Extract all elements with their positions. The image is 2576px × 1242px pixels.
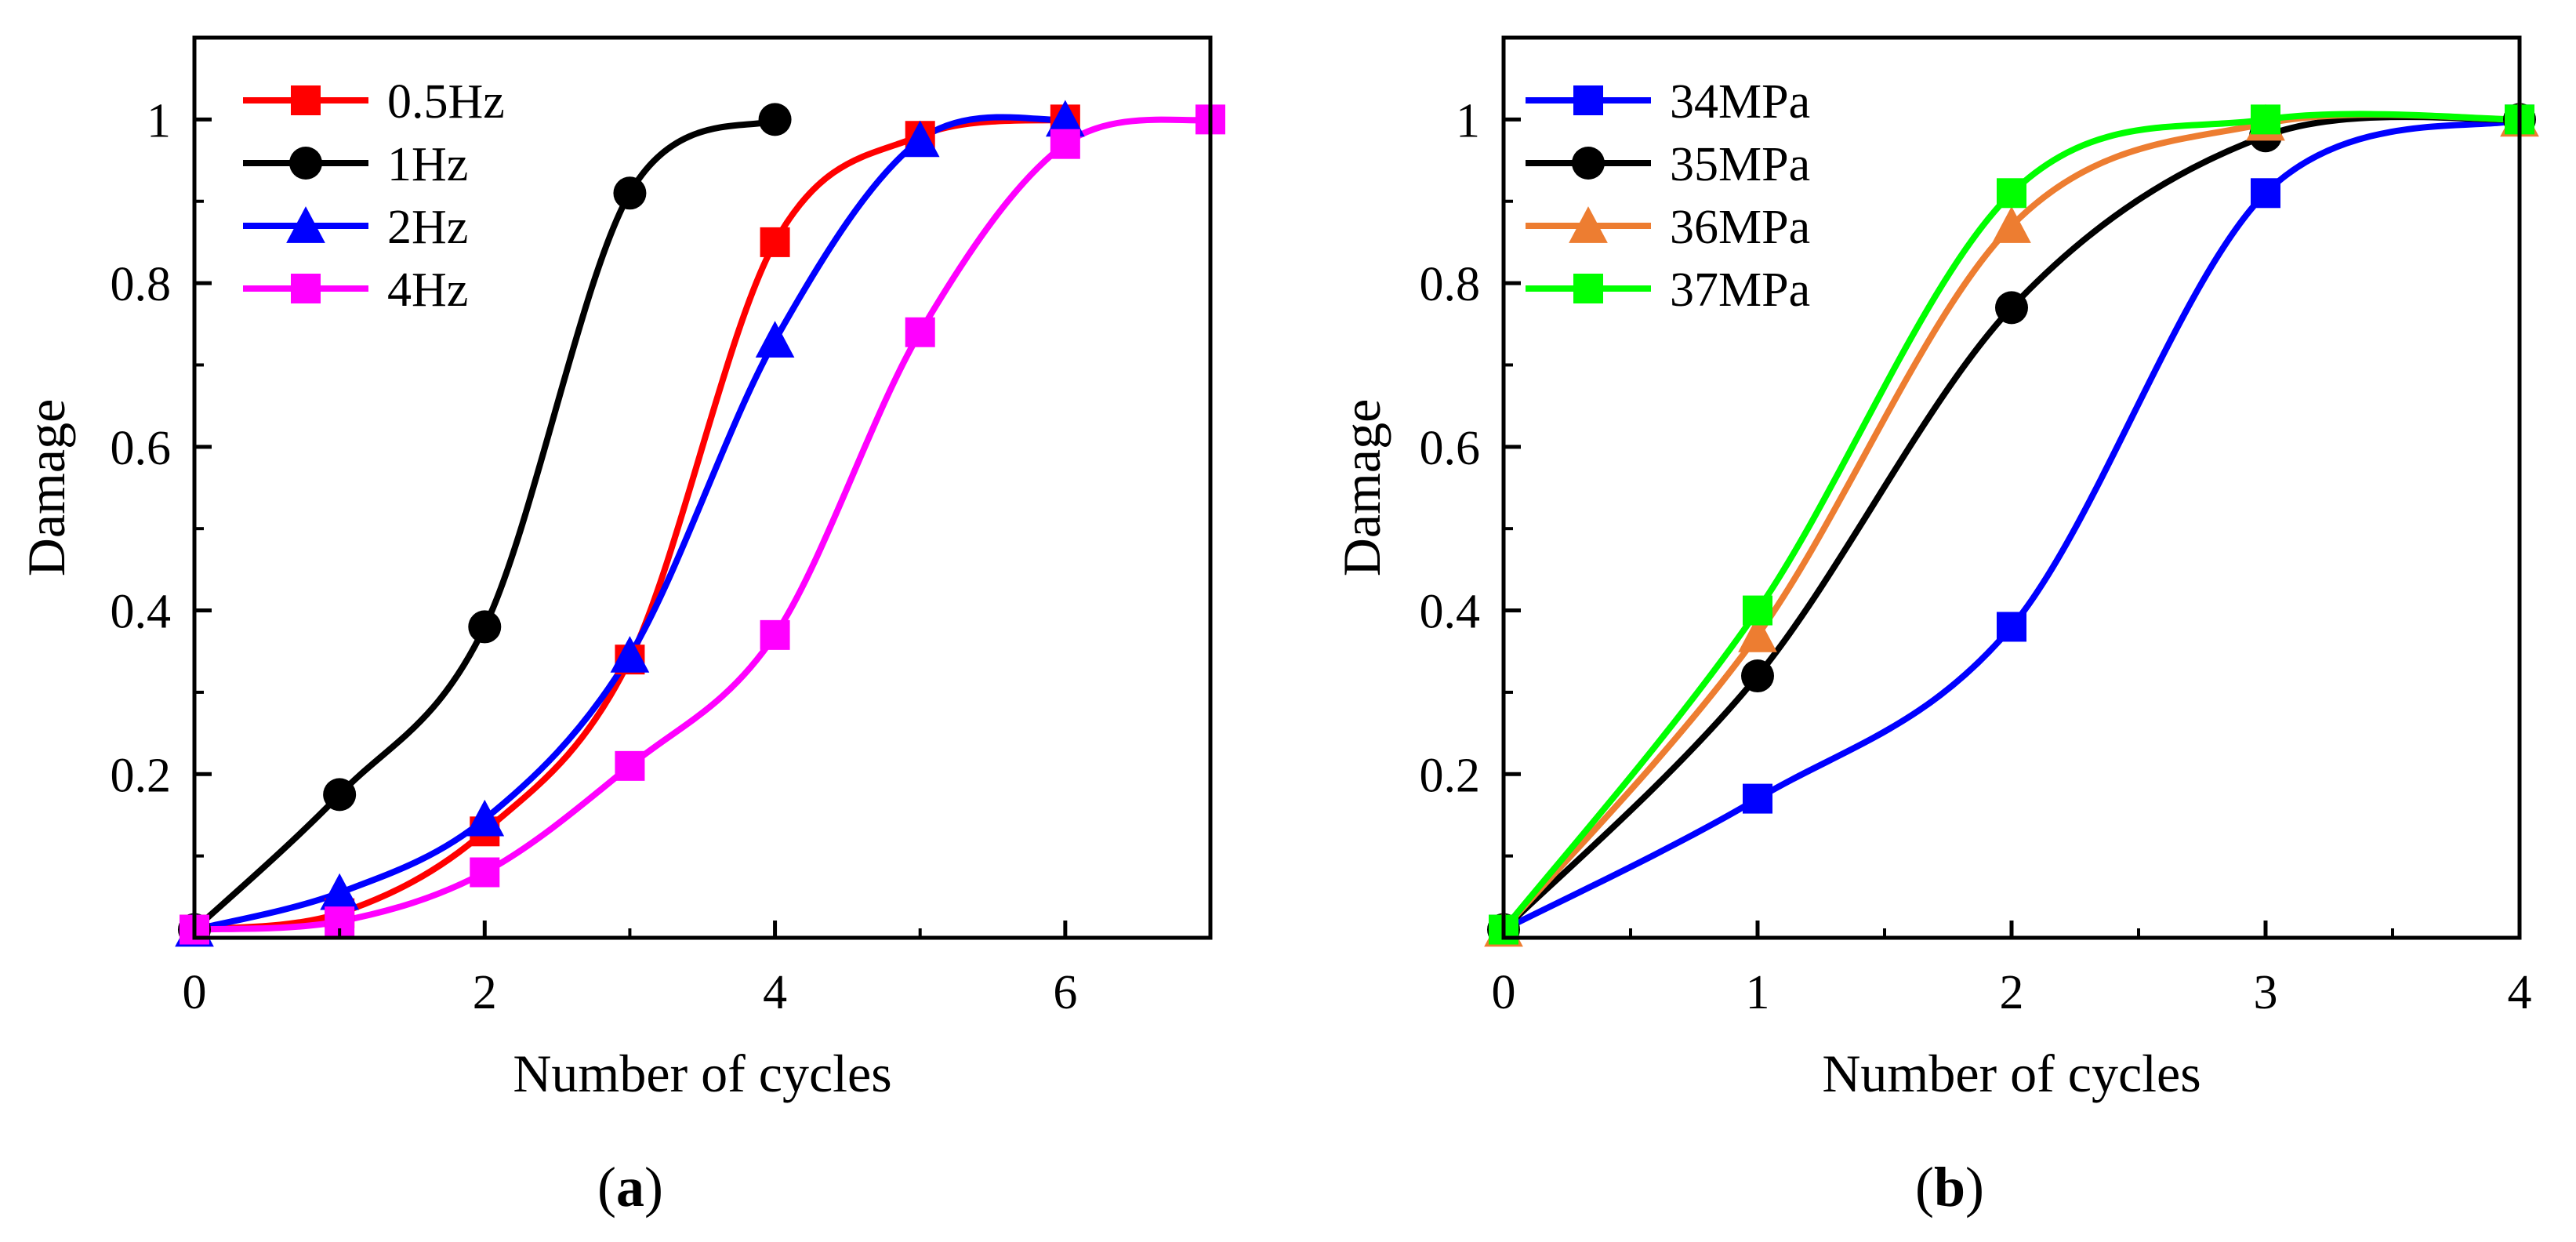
x-tick-label: 0 — [183, 966, 207, 1019]
data-point-2Hz-1 — [320, 873, 359, 910]
plot-frame — [1501, 35, 2522, 940]
data-point-37MPa-2 — [1997, 178, 2026, 209]
data-point-1Hz-1 — [323, 778, 357, 812]
data-point-35MPa-1 — [1741, 659, 1774, 693]
chart-panel-a: 0 2 4 6 0.2 0.4 0.6 0.8 1 Number of cycles Damage 0… — [16, 35, 1225, 1218]
x-tick-label: 4 — [2508, 966, 2532, 1019]
y-tick-label: 0.6 — [1420, 422, 1481, 475]
plot-frame — [192, 35, 1213, 940]
y-tick-label: 0.8 — [111, 258, 172, 311]
legend-marker-0.5Hz — [291, 85, 321, 115]
legend-marker-34MPa — [1573, 85, 1603, 115]
y-tick-label: 0.4 — [111, 586, 172, 639]
data-point-36MPa-1 — [1738, 616, 1777, 652]
series-line-34MPa — [1500, 116, 2523, 933]
caption-close: ) — [644, 1156, 663, 1218]
legend: 34MPa 35MPa 36MPa 37MPa — [1526, 75, 1810, 317]
y-axis-title: Damage — [16, 399, 76, 577]
caption-letter: b — [1934, 1156, 1965, 1218]
x-tick-label: 1 — [1746, 966, 1770, 1019]
data-point-4Hz-6 — [1050, 129, 1080, 159]
data-point-2Hz-6 — [1046, 100, 1085, 137]
x-tick-label: 4 — [763, 966, 787, 1019]
legend-marker-2Hz — [286, 206, 325, 243]
data-point-1Hz-4 — [758, 103, 792, 136]
data-point-2Hz-2 — [465, 799, 505, 837]
legend-label-2Hz: 2Hz — [387, 201, 468, 254]
x-axis: 0 2 4 6 — [183, 921, 1212, 1019]
data-point-34MPa-2 — [1997, 612, 2026, 642]
series-lines — [1500, 111, 2523, 933]
chart-panel-b: 0 1 2 3 4 0.2 0.4 0.6 0.8 1 Number of cycles Damage… — [1332, 35, 2539, 1218]
legend-label-4Hz: 4Hz — [387, 263, 468, 317]
data-point-36MPa-2 — [1992, 206, 2031, 243]
y-tick-label: 0.2 — [111, 749, 172, 802]
y-tick-label: 1 — [1456, 94, 1480, 147]
x-axis: 0 1 2 3 4 — [1492, 921, 2532, 1019]
series-line-37MPa — [1500, 111, 2523, 933]
series-line-35MPa — [1500, 114, 2523, 933]
panel-caption: (b) — [1915, 1156, 1984, 1218]
panel-caption: (a) — [597, 1156, 663, 1218]
caption-open: ( — [597, 1156, 616, 1218]
series-line-1Hz — [191, 116, 778, 933]
data-point-4Hz-4 — [760, 619, 790, 650]
data-point-35MPa-2 — [1995, 291, 2028, 325]
legend-marker-36MPa — [1569, 206, 1608, 243]
legend-marker-37MPa — [1573, 274, 1603, 303]
series-line-4Hz — [191, 116, 1214, 933]
data-point-4Hz-2 — [470, 857, 500, 888]
data-point-4Hz-3 — [615, 750, 645, 781]
data-point-1Hz-2 — [468, 610, 502, 644]
x-tick-label: 2 — [473, 966, 497, 1019]
data-point-0.5Hz-4 — [760, 227, 790, 257]
y-tick-label: 0.4 — [1420, 586, 1481, 639]
x-axis-title: Number of cycles — [1822, 1044, 2200, 1103]
x-tick-label: 2 — [2000, 966, 2024, 1019]
legend-label-37MPa: 37MPa — [1670, 263, 1810, 317]
data-point-1Hz-3 — [613, 176, 647, 210]
legend-label-35MPa: 35MPa — [1670, 138, 1810, 191]
caption-letter: a — [616, 1156, 644, 1218]
y-axis: 0.2 0.4 0.6 0.8 1 — [111, 94, 212, 858]
x-tick-label: 3 — [2254, 966, 2278, 1019]
legend-marker-4Hz — [291, 274, 321, 303]
data-point-2Hz-3 — [610, 636, 650, 673]
x-tick-label: 0 — [1492, 966, 1516, 1019]
y-tick-label: 0.6 — [111, 422, 172, 475]
y-tick-label: 0.2 — [1420, 749, 1481, 802]
series-lines — [191, 114, 1214, 933]
data-point-2Hz-4 — [755, 321, 795, 358]
series-markers — [1484, 100, 2539, 947]
x-axis-title: Number of cycles — [513, 1044, 891, 1103]
legend: 0.5Hz 1Hz 2Hz 4Hz — [243, 75, 505, 317]
caption-close: ) — [1965, 1156, 1984, 1218]
legend-label-34MPa: 34MPa — [1670, 75, 1810, 129]
y-axis-title: Damage — [1332, 399, 1391, 577]
y-axis: 0.2 0.4 0.6 0.8 1 — [1420, 94, 1521, 858]
data-point-37MPa-1 — [1743, 595, 1772, 626]
data-point-34MPa-1 — [1743, 783, 1772, 814]
x-tick-label: 6 — [1053, 966, 1077, 1019]
legend-marker-35MPa — [1572, 147, 1605, 180]
data-point-34MPa-3 — [2251, 178, 2280, 209]
data-point-37MPa-3 — [2251, 104, 2280, 135]
legend-label-1Hz: 1Hz — [387, 138, 468, 191]
y-tick-label: 0.8 — [1420, 258, 1481, 311]
data-point-4Hz-5 — [905, 317, 935, 347]
y-tick-label: 1 — [147, 94, 171, 147]
caption-open: ( — [1915, 1156, 1934, 1218]
legend-label-0.5Hz: 0.5Hz — [387, 75, 505, 129]
legend-marker-1Hz — [289, 147, 322, 180]
data-point-2Hz-5 — [900, 120, 940, 158]
legend-label-36MPa: 36MPa — [1670, 201, 1810, 254]
